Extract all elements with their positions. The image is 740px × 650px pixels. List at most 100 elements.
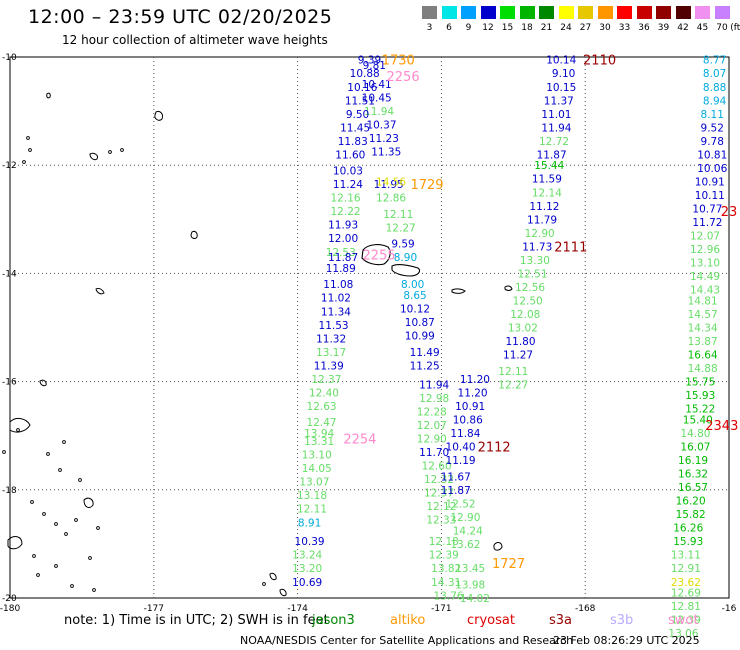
wave-height-reading: 15.22 [685, 404, 715, 416]
reef-dot [54, 522, 58, 526]
wave-height-reading: 12.08 [510, 309, 540, 321]
wave-height-reading: 13.02 [508, 323, 538, 335]
wave-height-reading: 10.88 [350, 68, 380, 80]
legend-label: 70 [716, 23, 728, 33]
reef-dot [54, 564, 58, 568]
wave-height-reading: 13.17 [316, 347, 346, 359]
legend-label: 42 [677, 23, 689, 33]
legend-label: 30 [599, 23, 611, 33]
wave-height-reading: 16.20 [676, 496, 706, 508]
wave-height-reading: 16.19 [678, 455, 708, 467]
y-tick-label: -16 [2, 378, 17, 388]
wave-height-reading: 12.63 [307, 401, 337, 413]
y-tick-label: -12 [2, 161, 17, 171]
wave-height-reading: 11.34 [321, 306, 351, 318]
y-tick-label: -18 [2, 486, 17, 496]
reef-dot [2, 450, 6, 454]
island-fiji-vanua [9, 417, 31, 433]
wave-height-reading: 16.32 [678, 469, 708, 481]
wave-height-reading: 12.39 [671, 615, 701, 627]
legend-unit: (ft) [730, 23, 740, 33]
wave-height-reading: 16.64 [688, 350, 718, 362]
x-tick-label: -16 [722, 604, 737, 614]
island-b [89, 152, 98, 161]
x-tick-label: -168 [575, 604, 596, 614]
reef-dot [120, 148, 124, 152]
legend-label: 24 [560, 23, 572, 33]
legend-swatch [480, 6, 496, 19]
wave-height-reading: 14.57 [688, 309, 718, 321]
reef-dot [74, 518, 78, 522]
legend-label: 3 [426, 23, 433, 33]
pass-time-label: 2110 [583, 54, 616, 69]
wave-height-reading: 11.59 [532, 174, 562, 186]
wave-height-reading: 11.23 [369, 133, 399, 145]
wave-height-reading: 13.06 [668, 628, 698, 640]
wave-height-reading: 11.84 [450, 428, 480, 440]
pass-time-label: 1730 [382, 54, 415, 69]
wave-height-reading: 16.57 [678, 482, 708, 494]
wave-height-reading: 11.20 [460, 374, 490, 386]
wave-height-reading: 14.24 [453, 525, 483, 537]
wave-height-reading: 10.14 [546, 55, 576, 67]
island-d [39, 379, 47, 387]
wave-height-reading: 9.81 [363, 60, 386, 72]
wave-height-reading: 13.07 [299, 477, 329, 489]
footer-note: note: 1) Time is in UTC; 2) SWH is in fe… [64, 613, 329, 628]
legend-swatch [636, 6, 652, 19]
wave-height-reading: 10.11 [695, 190, 725, 202]
wave-height-reading: 11.53 [319, 320, 349, 332]
wave-height-reading: 12.50 [513, 295, 543, 307]
axis-tick-labels: -180 -177 -174 -171 -168 -16 -10 -12 -14 -16 -18 -2… [0, 53, 737, 614]
wave-height-reading: 14.56 [376, 176, 406, 188]
pass-time-label: 2256 [387, 70, 420, 85]
wave-height-reading: 12.27 [386, 222, 416, 234]
wave-height-reading: 14.34 [688, 323, 718, 335]
wave-height-reading: 15.82 [676, 509, 706, 521]
wave-height-reading: 11.37 [544, 95, 574, 107]
mission-label-jason3: jason3 [312, 613, 355, 628]
wave-height-reading: 15.93 [685, 390, 715, 402]
wave-height-reading: 23.62 [671, 577, 701, 589]
wave-height-reading: 11.73 [522, 241, 552, 253]
legend-swatch [597, 6, 613, 19]
wave-height-reading: 10.06 [697, 163, 727, 175]
wave-height-reading: 12.51 [517, 268, 547, 280]
reef-dot [108, 150, 112, 154]
legend-swatch [617, 6, 632, 19]
reef-dot [62, 440, 66, 444]
wave-height-reading: 11.24 [333, 179, 363, 191]
wave-height-reading: 12.72 [539, 136, 569, 148]
wave-height-reading: 10.87 [405, 317, 435, 329]
wave-height-reading: 9.59 [391, 239, 414, 251]
reef-dot [64, 532, 68, 536]
wave-height-reading: 11.89 [326, 263, 356, 275]
generated-timestamp: 23 Feb 08:26:29 UTC 2025 [553, 634, 700, 647]
wave-height-reading: 11.87 [537, 149, 567, 161]
wave-height-reading: 12.91 [671, 563, 701, 575]
legend-swatch [422, 6, 437, 19]
wave-height-reading: 12.81 [671, 601, 701, 613]
mission-label-altiko: altiko [390, 613, 426, 628]
wave-height-reading: 12.07 [417, 420, 447, 432]
wave-height-reading: 11.32 [316, 333, 346, 345]
wave-height-reading: 15.40 [683, 414, 713, 426]
pass-time-label: 1727 [492, 557, 525, 572]
y-tick-label: -10 [2, 53, 17, 63]
wave-height-reading: 11.94 [364, 106, 394, 118]
wave-height-reading: 12.07 [690, 231, 720, 243]
x-tick-label: -180 [0, 604, 20, 614]
wave-height-reading: 10.40 [446, 442, 476, 454]
y-tick-label: -14 [2, 269, 17, 279]
legend-swatch [500, 6, 515, 19]
wave-height-reading: 13.31 [304, 436, 334, 448]
wave-height-reading: 12.33 [426, 515, 456, 527]
wave-height-reading: 11.72 [692, 217, 722, 229]
wave-height-reading: 10.39 [295, 536, 325, 548]
legend-swatch [539, 6, 554, 19]
wave-height-reading: 11.94 [541, 122, 571, 134]
wave-height-reading: 12.16 [331, 193, 361, 205]
reef-dot [88, 556, 92, 560]
wave-height-reading: 16.26 [673, 523, 703, 535]
